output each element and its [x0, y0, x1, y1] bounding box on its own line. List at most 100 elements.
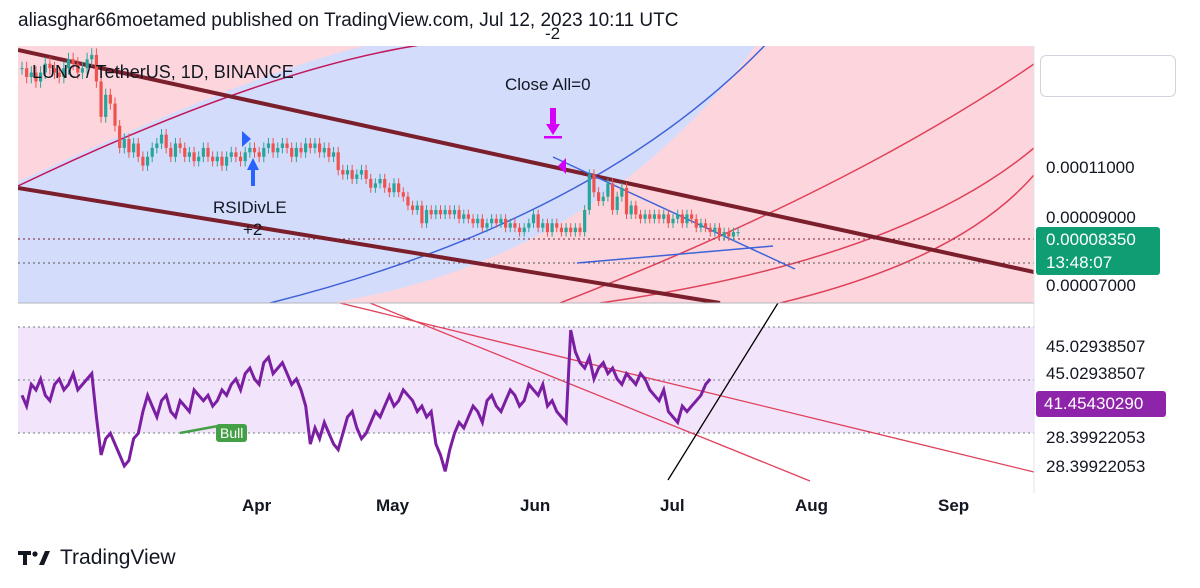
candle-body: [29, 72, 33, 78]
candle-body: [708, 227, 712, 233]
channel-upper: [18, 48, 1034, 274]
candle-body: [634, 205, 638, 215]
bull-divergence-line: [179, 424, 219, 435]
candle-body: [215, 156, 219, 162]
long-arrow-icon: [247, 158, 259, 186]
candle-body: [336, 152, 340, 171]
rsi-trend-2: [369, 303, 811, 482]
candle-body: [206, 147, 210, 157]
candle-body: [727, 232, 731, 237]
price-axis-label-3: 0.00007000: [1046, 276, 1136, 295]
long-signal-label: RSIDivLE: [213, 198, 287, 217]
candle-body: [322, 147, 326, 153]
candle-body: [517, 227, 522, 233]
close-arrow-icon: [546, 108, 560, 135]
candle-body: [257, 152, 261, 157]
candle-body: [220, 156, 224, 166]
candle-body: [48, 63, 52, 69]
candle-body: [52, 68, 57, 73]
candle-body: [141, 156, 145, 166]
candle-body: [201, 147, 205, 157]
candle-body: [638, 214, 643, 219]
fib-arc-blue-inner: [269, 46, 766, 303]
candle-body: [280, 143, 284, 148]
candle-body: [248, 147, 252, 153]
candle-countdown: 13:48:07: [1046, 253, 1113, 272]
x-tick-jun: Jun: [520, 496, 551, 515]
candle-body: [666, 214, 670, 224]
candle-body: [541, 223, 545, 228]
fib-arc-blue-outer: [18, 46, 419, 187]
candle-body: [406, 196, 410, 206]
candle-body: [569, 227, 573, 233]
candle-body: [238, 156, 243, 162]
candle-body: [694, 218, 698, 228]
candle-body: [624, 187, 629, 215]
rsi-axis-label-4: 28.39922053: [1046, 457, 1146, 476]
long-flag-icon: [242, 131, 251, 147]
candle-body: [252, 147, 257, 153]
candle-body: [620, 187, 624, 197]
candle-body: [364, 170, 368, 179]
candle-body: [424, 209, 429, 224]
candle-body: [550, 223, 554, 233]
candle-body: [127, 139, 131, 153]
candle-body: [350, 170, 354, 179]
candle-body: [383, 178, 387, 188]
candle-body: [392, 183, 396, 193]
candle-body: [443, 209, 447, 215]
candle-body: [690, 214, 694, 219]
candle-body: [573, 227, 577, 233]
tradingview-logo-icon[interactable]: [18, 548, 52, 568]
triangle-bottom: [576, 245, 774, 264]
candle-body: [108, 94, 112, 104]
candle-body: [485, 223, 489, 228]
candle-body: [610, 183, 615, 210]
publish-info: aliasghar66moetamed published on Trading…: [18, 10, 679, 31]
long-qty-label: +2: [243, 220, 263, 239]
candle-body: [513, 223, 517, 228]
candle-body: [476, 218, 480, 224]
candle-body: [531, 214, 536, 224]
candle-body: [262, 147, 266, 157]
symbol-search-box[interactable]: [1040, 55, 1176, 97]
rsi-trend-1: [339, 303, 1034, 473]
candle-body: [397, 183, 401, 193]
candle-body: [527, 223, 531, 228]
candle-body: [76, 63, 80, 73]
candle-body: [113, 103, 117, 126]
candle-body: [717, 227, 722, 237]
candle-body: [671, 218, 675, 224]
candle-body: [713, 227, 717, 233]
candle-body: [676, 214, 680, 219]
candle-body: [276, 147, 280, 153]
candle-body: [434, 209, 438, 215]
candle-body: [499, 218, 503, 224]
candle-body: [657, 214, 661, 219]
candle-body: [62, 68, 66, 78]
candle-body: [285, 143, 289, 148]
candle-body: [313, 143, 317, 148]
fib-arc-red-2: [599, 147, 1034, 303]
candle-body: [606, 183, 610, 197]
candle-body: [187, 152, 191, 157]
candle-body: [583, 209, 587, 233]
current-price-value: 0.00008350: [1046, 230, 1136, 249]
candle-body: [183, 147, 187, 157]
fib-arc-red-1: [559, 63, 1034, 303]
candle-body: [504, 218, 508, 228]
x-tick-may: May: [376, 496, 410, 515]
candle-body: [173, 143, 178, 157]
candle-body: [85, 59, 89, 69]
candle-body: [150, 147, 154, 157]
candle-body: [34, 72, 38, 82]
candle-body: [648, 214, 652, 219]
close-signal-label: Close All=0: [505, 75, 591, 94]
candle-body: [294, 147, 298, 157]
candle-body: [327, 147, 331, 157]
candle-body: [736, 232, 740, 234]
candle-body: [104, 94, 108, 117]
candle-body: [429, 209, 433, 215]
candle-body: [545, 223, 550, 233]
